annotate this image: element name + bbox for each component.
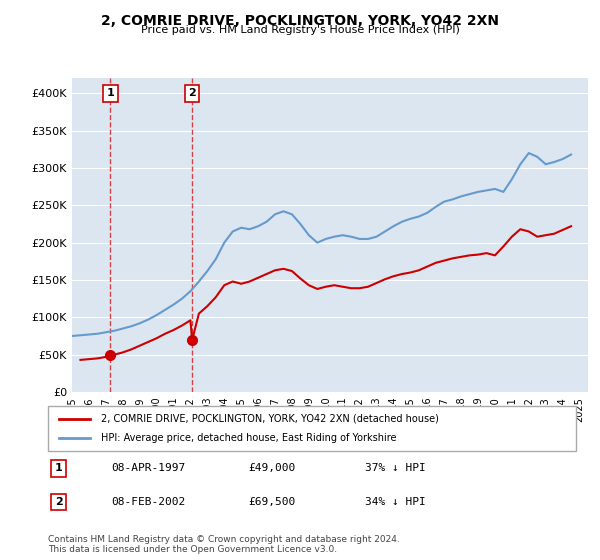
Text: HPI: Average price, detached house, East Riding of Yorkshire: HPI: Average price, detached house, East… [101, 433, 397, 444]
Text: 37% ↓ HPI: 37% ↓ HPI [365, 463, 425, 473]
Text: 1: 1 [107, 88, 114, 99]
Text: 2, COMRIE DRIVE, POCKLINGTON, YORK, YO42 2XN (detached house): 2, COMRIE DRIVE, POCKLINGTON, YORK, YO42… [101, 413, 439, 423]
Text: 2: 2 [55, 497, 62, 507]
Text: Price paid vs. HM Land Registry's House Price Index (HPI): Price paid vs. HM Land Registry's House … [140, 25, 460, 35]
Text: 1: 1 [55, 463, 62, 473]
Text: 2: 2 [188, 88, 196, 99]
Text: £69,500: £69,500 [248, 497, 296, 507]
Text: 08-FEB-2002: 08-FEB-2002 [112, 497, 185, 507]
Text: £49,000: £49,000 [248, 463, 296, 473]
Text: 08-APR-1997: 08-APR-1997 [112, 463, 185, 473]
FancyBboxPatch shape [48, 406, 576, 451]
Text: Contains HM Land Registry data © Crown copyright and database right 2024.
This d: Contains HM Land Registry data © Crown c… [48, 535, 400, 554]
Text: 34% ↓ HPI: 34% ↓ HPI [365, 497, 425, 507]
Text: 2, COMRIE DRIVE, POCKLINGTON, YORK, YO42 2XN: 2, COMRIE DRIVE, POCKLINGTON, YORK, YO42… [101, 14, 499, 28]
